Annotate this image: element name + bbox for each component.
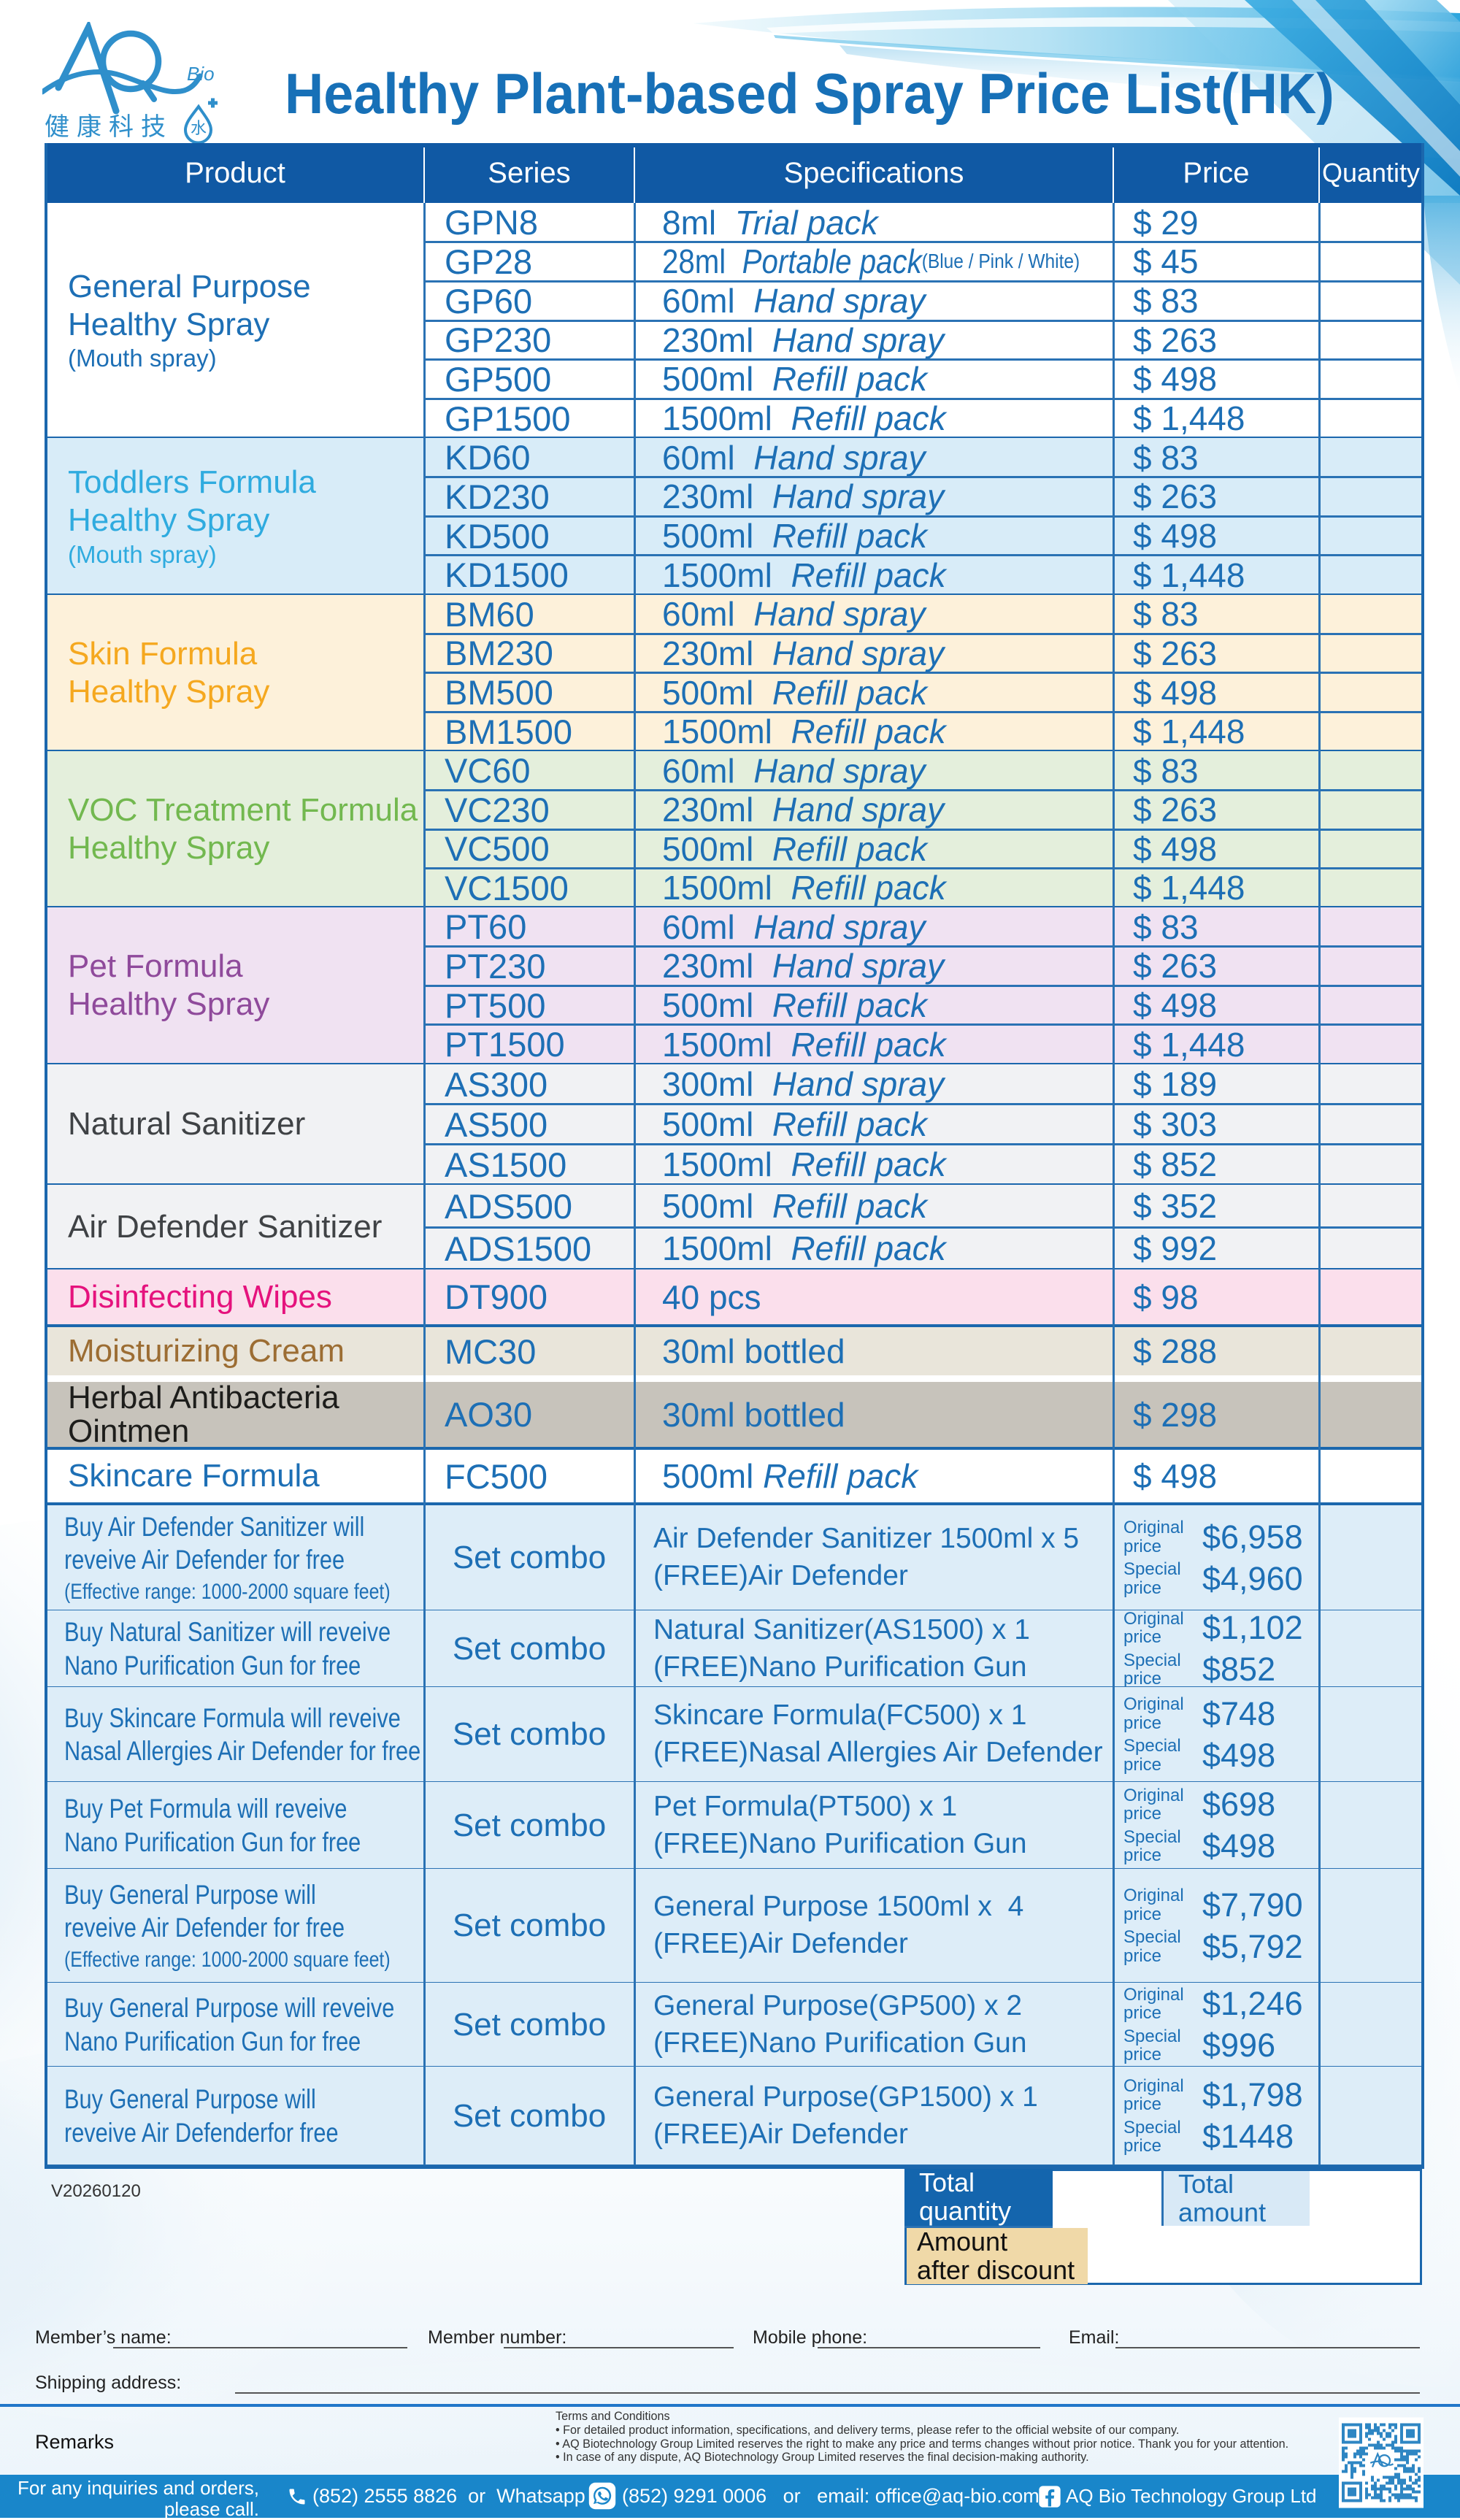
svg-text:健康科技: 健康科技 bbox=[45, 113, 173, 141]
svg-text:水: 水 bbox=[191, 119, 207, 137]
svg-text:Bio: Bio bbox=[187, 63, 215, 85]
